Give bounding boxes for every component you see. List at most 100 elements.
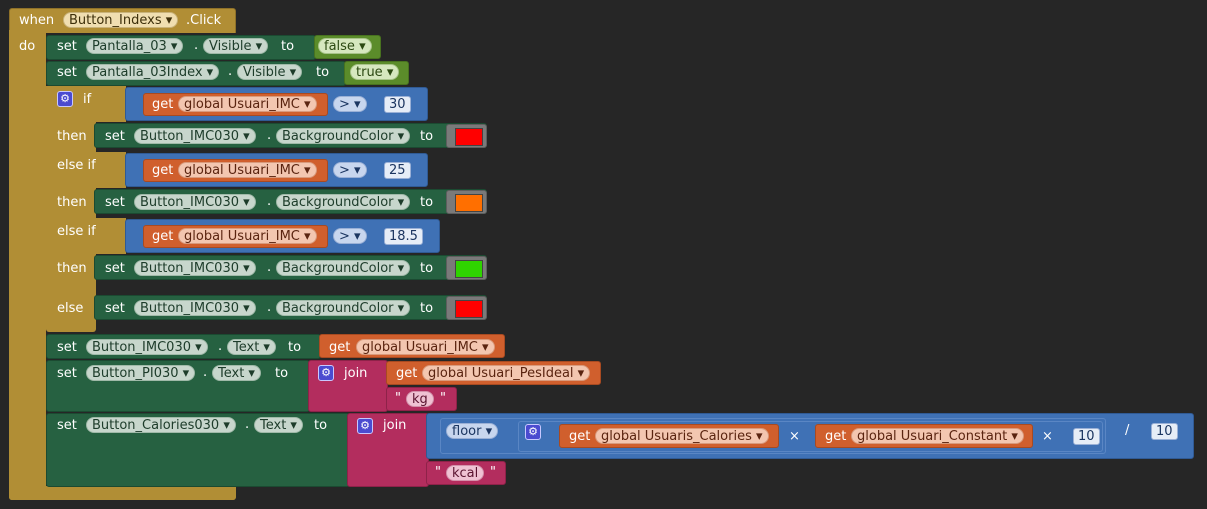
number-field[interactable]: 10 [1151, 423, 1178, 440]
variable-dropdown[interactable]: global Usuaris_Calories ▾ [595, 428, 769, 444]
to-keyword: to [275, 366, 289, 381]
boolean-value: true [356, 65, 383, 80]
variable-name: global Usuari_IMC [184, 163, 300, 178]
get-keyword: get [329, 340, 351, 355]
variable-dropdown[interactable]: global Usuari_IMC ▾ [178, 96, 317, 112]
join-keyword: join [344, 366, 368, 381]
variable-dropdown[interactable]: global Usuari_Constant ▾ [851, 428, 1024, 444]
dot-label: . [267, 128, 272, 143]
variable-dropdown[interactable]: global Usuari_IMC ▾ [356, 339, 495, 355]
set-keyword: set [57, 65, 77, 80]
component-dropdown[interactable]: Button_PI030 ▾ [86, 365, 196, 381]
variable-name: global Usuari_IMC [184, 97, 300, 112]
quote-right: " [490, 465, 496, 480]
color-swatch[interactable] [455, 194, 483, 212]
event-component-dropdown[interactable]: Button_Indexs ▾ [63, 12, 179, 28]
color-swatch[interactable] [455, 128, 483, 146]
property-dropdown[interactable]: BackgroundColor ▾ [276, 194, 411, 210]
property-name: BackgroundColor [282, 261, 394, 276]
property-name: BackgroundColor [282, 195, 394, 210]
set-keyword: set [105, 261, 125, 276]
dot-label: . [245, 417, 250, 432]
property-dropdown[interactable]: BackgroundColor ▾ [276, 128, 411, 144]
dot-label: . [218, 339, 223, 354]
event-bottom-bar [9, 486, 236, 500]
dot-label: . [267, 260, 272, 275]
operator: > [339, 229, 350, 244]
number-field[interactable]: 18.5 [384, 228, 423, 245]
color-swatch[interactable] [455, 260, 483, 278]
variable-name: global Usuari_IMC [362, 340, 478, 355]
operator-dropdown[interactable]: > ▾ [333, 96, 367, 112]
boolean-dropdown[interactable]: true ▾ [350, 64, 400, 80]
do-label: do [19, 39, 36, 54]
then-keyword: then [57, 195, 87, 210]
component-dropdown[interactable]: Button_IMC030 ▾ [134, 260, 256, 276]
to-keyword: to [281, 39, 295, 54]
set-keyword: set [105, 129, 125, 144]
number-field[interactable]: 10 [1073, 428, 1100, 445]
mutator-gear-icon[interactable]: ⚙ [57, 91, 73, 107]
component-dropdown[interactable]: Button_IMC030 ▾ [134, 300, 256, 316]
property-dropdown[interactable]: BackgroundColor ▾ [276, 260, 411, 276]
floor-dropdown[interactable]: floor ▾ [446, 423, 499, 439]
variable-dropdown[interactable]: global Usuari_PesIdeal ▾ [422, 365, 591, 381]
else-if-keyword: else if [57, 224, 96, 239]
event-left-bar [9, 30, 46, 500]
property-dropdown[interactable]: Visible ▾ [237, 64, 303, 80]
text-field[interactable]: kg [406, 391, 434, 407]
number-field[interactable]: 25 [384, 162, 411, 179]
variable-dropdown[interactable]: global Usuari_IMC ▾ [178, 228, 317, 244]
to-keyword: to [420, 261, 434, 276]
component-name: Button_Calories030 [92, 418, 220, 433]
to-keyword: to [420, 195, 434, 210]
get-keyword: get [825, 429, 847, 444]
text-field[interactable]: kcal [446, 465, 485, 481]
component-name: Button_IMC030 [140, 195, 239, 210]
component-dropdown[interactable]: Button_IMC030 ▾ [134, 128, 256, 144]
number-field[interactable]: 30 [384, 96, 411, 113]
boolean-value: false [324, 39, 355, 54]
to-keyword: to [420, 129, 434, 144]
property-name: BackgroundColor [282, 301, 394, 316]
if-block[interactable] [46, 86, 96, 332]
set-keyword: set [57, 340, 77, 355]
operator: > [339, 97, 350, 112]
get-keyword: get [152, 97, 174, 112]
component-dropdown[interactable]: Button_IMC030 ▾ [134, 194, 256, 210]
mutator-gear-icon[interactable]: ⚙ [525, 424, 541, 440]
set-keyword: set [57, 366, 77, 381]
mutator-gear-icon[interactable]: ⚙ [357, 418, 373, 434]
component-dropdown[interactable]: Pantalla_03 ▾ [86, 38, 184, 54]
component-dropdown[interactable]: Pantalla_03Index ▾ [86, 64, 220, 80]
property-dropdown[interactable]: Visible ▾ [203, 38, 269, 54]
property-dropdown[interactable]: Text ▾ [254, 417, 303, 433]
color-swatch[interactable] [455, 300, 483, 318]
divide-operator: / [1125, 423, 1130, 438]
component-dropdown[interactable]: Button_Calories030 ▾ [86, 417, 236, 433]
boolean-dropdown[interactable]: false ▾ [318, 38, 372, 54]
dot-label: . [267, 300, 272, 315]
event-name-label: .Click [186, 13, 222, 28]
when-label: when [19, 13, 55, 28]
get-keyword: get [396, 366, 418, 381]
mutator-gear-icon[interactable]: ⚙ [318, 365, 334, 381]
function-name: floor [452, 424, 482, 439]
variable-name: global Usuari_Constant [857, 429, 1008, 444]
then-keyword: then [57, 261, 87, 276]
property-dropdown[interactable]: Text ▾ [212, 365, 261, 381]
join-keyword: join [383, 418, 407, 433]
set-keyword: set [57, 418, 77, 433]
component-dropdown[interactable]: Button_IMC030 ▾ [86, 339, 208, 355]
multiply-operator: × [1042, 429, 1053, 444]
component-name: Button_PI030 [92, 366, 179, 381]
if-elseif-bar-2 [46, 218, 126, 254]
operator-dropdown[interactable]: > ▾ [333, 228, 367, 244]
property-dropdown[interactable]: BackgroundColor ▾ [276, 300, 411, 316]
get-keyword: get [569, 429, 591, 444]
property-dropdown[interactable]: Text ▾ [227, 339, 276, 355]
variable-dropdown[interactable]: global Usuari_IMC ▾ [178, 162, 317, 178]
quote-right: " [440, 391, 446, 406]
property-name: Text [233, 340, 260, 355]
operator-dropdown[interactable]: > ▾ [333, 162, 367, 178]
